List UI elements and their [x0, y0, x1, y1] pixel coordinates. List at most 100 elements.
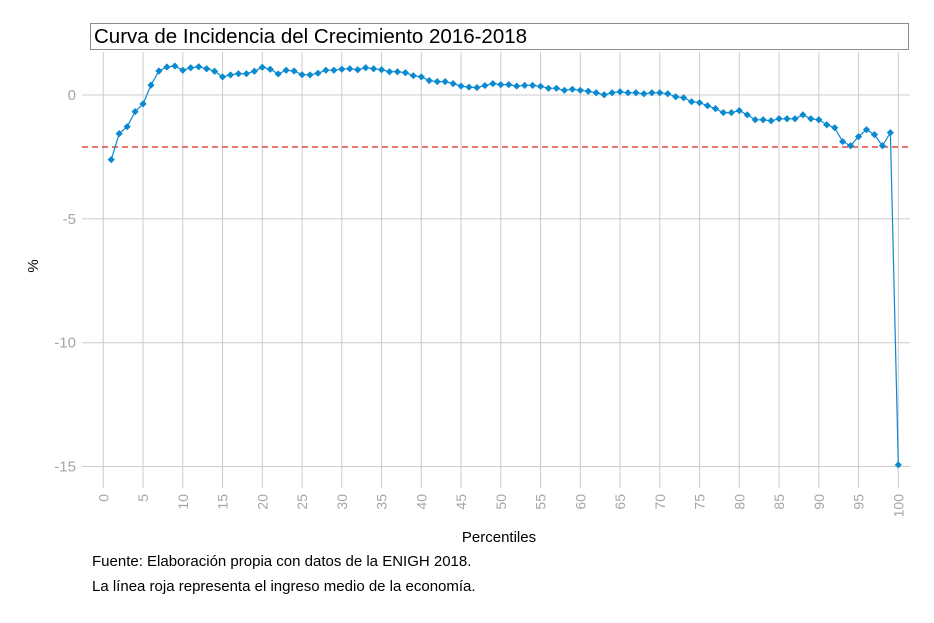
data-point: [330, 66, 338, 74]
data-point: [807, 115, 815, 123]
data-point: [322, 66, 330, 74]
data-point: [560, 86, 568, 94]
data-point: [711, 105, 720, 113]
y-tick-labels: 0 -5 -10 -15: [54, 87, 76, 476]
data-point: [608, 89, 616, 97]
data-point: [250, 67, 258, 75]
x-tick-label: 95: [851, 494, 867, 510]
data-point: [505, 80, 513, 89]
x-tick-label: 40: [413, 494, 429, 510]
x-tick-label: 80: [731, 494, 747, 510]
data-point: [735, 107, 743, 115]
data-point: [640, 90, 648, 98]
x-tick-label: 30: [334, 494, 350, 510]
data-point: [680, 94, 688, 102]
data-point: [401, 69, 409, 77]
data-point: [155, 67, 163, 75]
data-point: [211, 67, 219, 75]
x-tick-label: 0: [95, 494, 111, 502]
data-point: [298, 71, 306, 79]
x-tick-labels: 0 5 10 15 20 25 30 35 40 45 50 55 60 65 70 75 80 85 90 95 10…: [95, 494, 906, 518]
data-point: [695, 99, 704, 107]
data-point: [385, 68, 394, 76]
data-point: [377, 66, 386, 74]
data-point: [862, 126, 871, 134]
data-point: [290, 67, 298, 75]
data-point: [767, 117, 775, 125]
data-point: [719, 108, 727, 117]
data-point: [656, 89, 664, 97]
y-tick-label: -15: [54, 459, 76, 476]
chart-title: Curva de Incidencia del Crecimiento 2016…: [94, 25, 528, 48]
data-point: [409, 72, 417, 80]
x-tick-label: 100: [890, 494, 906, 518]
x-tick-label: 50: [493, 494, 509, 510]
data-point: [481, 81, 489, 90]
data-point: [616, 88, 624, 96]
data-point: [664, 90, 672, 98]
data-point: [370, 65, 378, 73]
x-tick-label: 90: [811, 494, 827, 510]
data-point: [449, 80, 457, 88]
x-tick-label: 45: [453, 494, 469, 510]
y-tick-label: -10: [54, 335, 76, 352]
data-point: [139, 100, 147, 108]
data-point: [886, 129, 894, 137]
data-point: [465, 83, 473, 91]
data-point: [743, 111, 751, 119]
data-point: [433, 78, 441, 86]
data-point: [242, 70, 250, 78]
data-point: [473, 83, 481, 92]
data-point: [703, 102, 712, 110]
data-point: [799, 111, 807, 119]
data-point: [266, 65, 274, 73]
data-point: [759, 116, 767, 124]
vertical-gridlines: [102, 52, 899, 488]
data-point: [497, 80, 505, 89]
data-point: [878, 142, 886, 150]
x-tick-label: 85: [771, 494, 787, 510]
caption-source: Fuente: Elaboración propia con datos de …: [92, 553, 472, 570]
x-tick-label: 35: [374, 494, 390, 510]
data-point: [163, 63, 171, 71]
data-point: [894, 461, 902, 469]
x-tick-label: 20: [254, 494, 270, 510]
x-tick-label: 55: [533, 494, 549, 510]
x-tick-label: 70: [652, 494, 668, 510]
data-point: [123, 123, 131, 131]
x-tick-label: 75: [692, 494, 708, 510]
x-tick-label: 10: [175, 494, 191, 510]
data-point: [584, 87, 592, 95]
horizontal-gridlines: [82, 94, 910, 468]
data-point: [823, 121, 831, 129]
data-point: [815, 116, 823, 124]
data-point: [258, 63, 266, 71]
data-point: [489, 80, 497, 88]
data-point: [457, 82, 465, 90]
data-point: [226, 71, 235, 79]
data-point: [354, 66, 362, 74]
data-point: [107, 156, 115, 164]
y-axis-label: %: [25, 259, 42, 272]
data-point: [568, 85, 576, 93]
data-point: [171, 62, 179, 70]
data-point: [195, 63, 203, 71]
data-point: [600, 91, 608, 99]
data-point: [425, 77, 433, 85]
data-point: [775, 115, 783, 123]
data-point: [536, 82, 545, 90]
data-point: [529, 81, 537, 89]
data-point: [831, 124, 839, 132]
data-point: [624, 89, 632, 97]
data-point: [521, 81, 529, 89]
data-point: [282, 66, 290, 74]
data-point: [576, 86, 584, 94]
x-tick-label: 60: [572, 494, 588, 510]
data-point: [783, 115, 791, 123]
data-point: [672, 93, 680, 101]
data-point: [727, 108, 735, 117]
caption-note: La línea roja representa el ingreso medi…: [92, 578, 476, 595]
data-point: [147, 81, 155, 89]
series-line: [110, 65, 899, 465]
